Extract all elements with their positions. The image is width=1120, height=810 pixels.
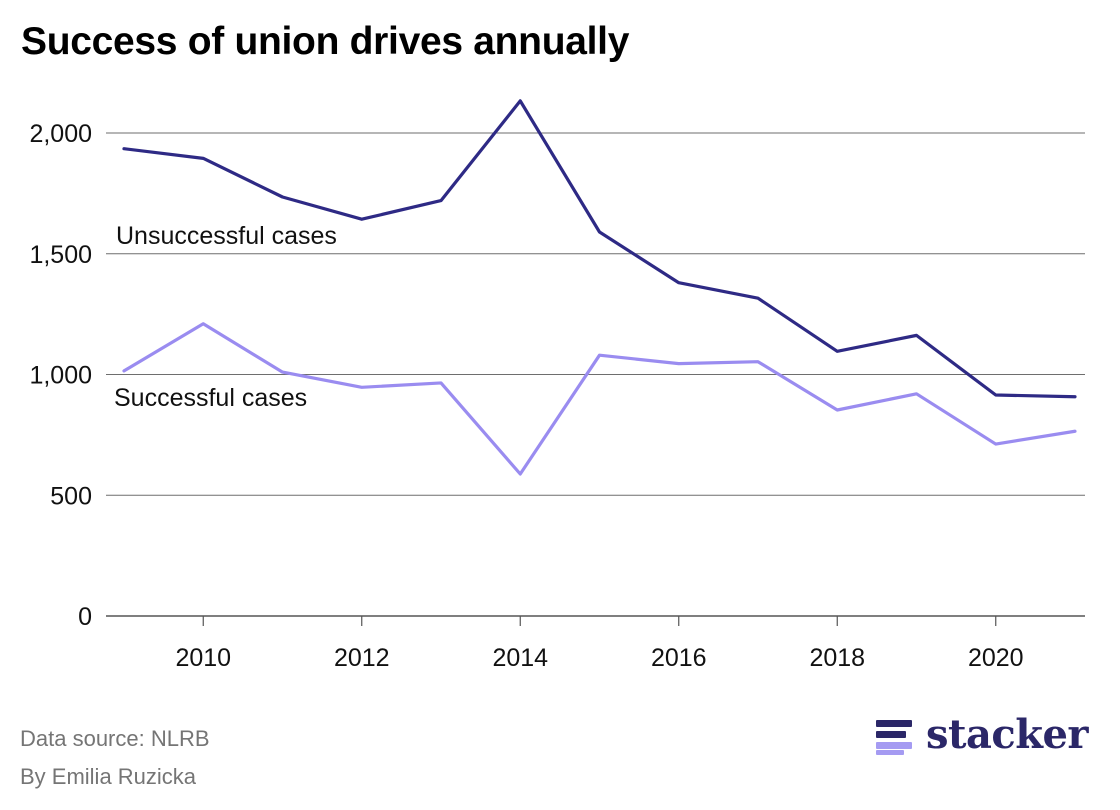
x-tick-label-2016: 2016 xyxy=(651,644,707,672)
stacker-logo-icon xyxy=(874,717,912,755)
stacker-logo: stacker xyxy=(874,711,1089,758)
x-axis-ticks: 2010 2012 2014 2016 2018 2020 xyxy=(175,616,1024,672)
data-source-text: Data source: NLRB xyxy=(20,726,210,751)
y-tick-label-1500: 1,500 xyxy=(29,241,92,269)
successful-cases-line xyxy=(122,322,1077,476)
chart-title: Success of union drives annually xyxy=(21,20,630,63)
y-axis-tick-labels: 0 500 1,000 1,500 2,000 xyxy=(29,120,92,631)
x-tick-label-2012: 2012 xyxy=(334,644,390,672)
y-tick-label-1000: 1,000 xyxy=(29,362,92,390)
x-tick-label-2010: 2010 xyxy=(175,644,231,672)
unsuccessful-cases-label: Unsuccessful cases xyxy=(116,222,337,250)
successful-cases-label: Successful cases xyxy=(114,384,307,412)
x-tick-label-2020: 2020 xyxy=(968,644,1024,672)
series-labels: Unsuccessful cases Successful cases xyxy=(114,222,337,412)
y-tick-label-2000: 2,000 xyxy=(29,120,92,148)
series-lines xyxy=(122,99,1077,476)
grid-lines xyxy=(106,132,1085,617)
y-tick-label-0: 0 xyxy=(78,603,92,631)
x-tick-label-2014: 2014 xyxy=(492,644,548,672)
unsuccessful-cases-line xyxy=(122,99,1077,399)
byline-text: By Emilia Ruzicka xyxy=(20,764,197,789)
x-tick-label-2018: 2018 xyxy=(809,644,865,672)
y-tick-label-500: 500 xyxy=(50,482,92,510)
line-chart: 0 500 1,000 1,500 2,000 2010 2012 2014 2016 2018… xyxy=(29,99,1085,672)
stacker-logo-text: stacker xyxy=(926,711,1089,758)
